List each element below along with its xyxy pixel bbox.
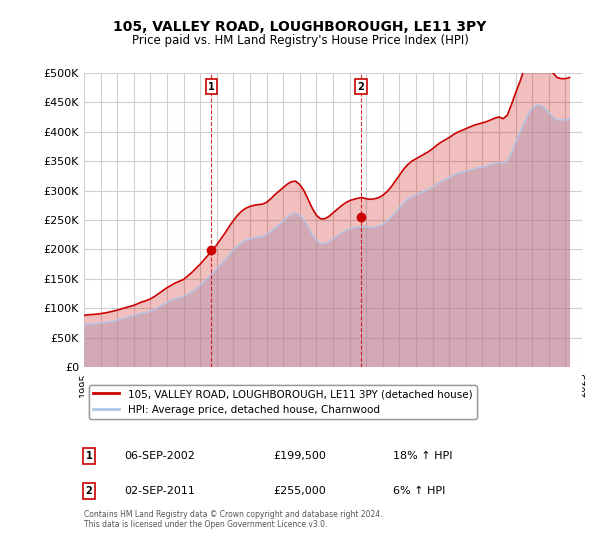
Text: £199,500: £199,500	[273, 451, 326, 461]
Text: 18% ↑ HPI: 18% ↑ HPI	[393, 451, 452, 461]
Text: £255,000: £255,000	[273, 486, 326, 496]
Text: Contains HM Land Registry data © Crown copyright and database right 2024.
This d: Contains HM Land Registry data © Crown c…	[84, 510, 383, 529]
Text: 06-SEP-2002: 06-SEP-2002	[124, 451, 195, 461]
Legend: 105, VALLEY ROAD, LOUGHBOROUGH, LE11 3PY (detached house), HPI: Average price, d: 105, VALLEY ROAD, LOUGHBOROUGH, LE11 3PY…	[89, 385, 476, 419]
Text: 02-SEP-2011: 02-SEP-2011	[124, 486, 195, 496]
Text: 2: 2	[86, 486, 92, 496]
Text: 1: 1	[86, 451, 92, 461]
Text: Price paid vs. HM Land Registry's House Price Index (HPI): Price paid vs. HM Land Registry's House …	[131, 34, 469, 46]
Text: 2: 2	[358, 82, 364, 92]
Text: 105, VALLEY ROAD, LOUGHBOROUGH, LE11 3PY: 105, VALLEY ROAD, LOUGHBOROUGH, LE11 3PY	[113, 20, 487, 34]
Text: 6% ↑ HPI: 6% ↑ HPI	[393, 486, 445, 496]
Text: 1: 1	[208, 82, 215, 92]
